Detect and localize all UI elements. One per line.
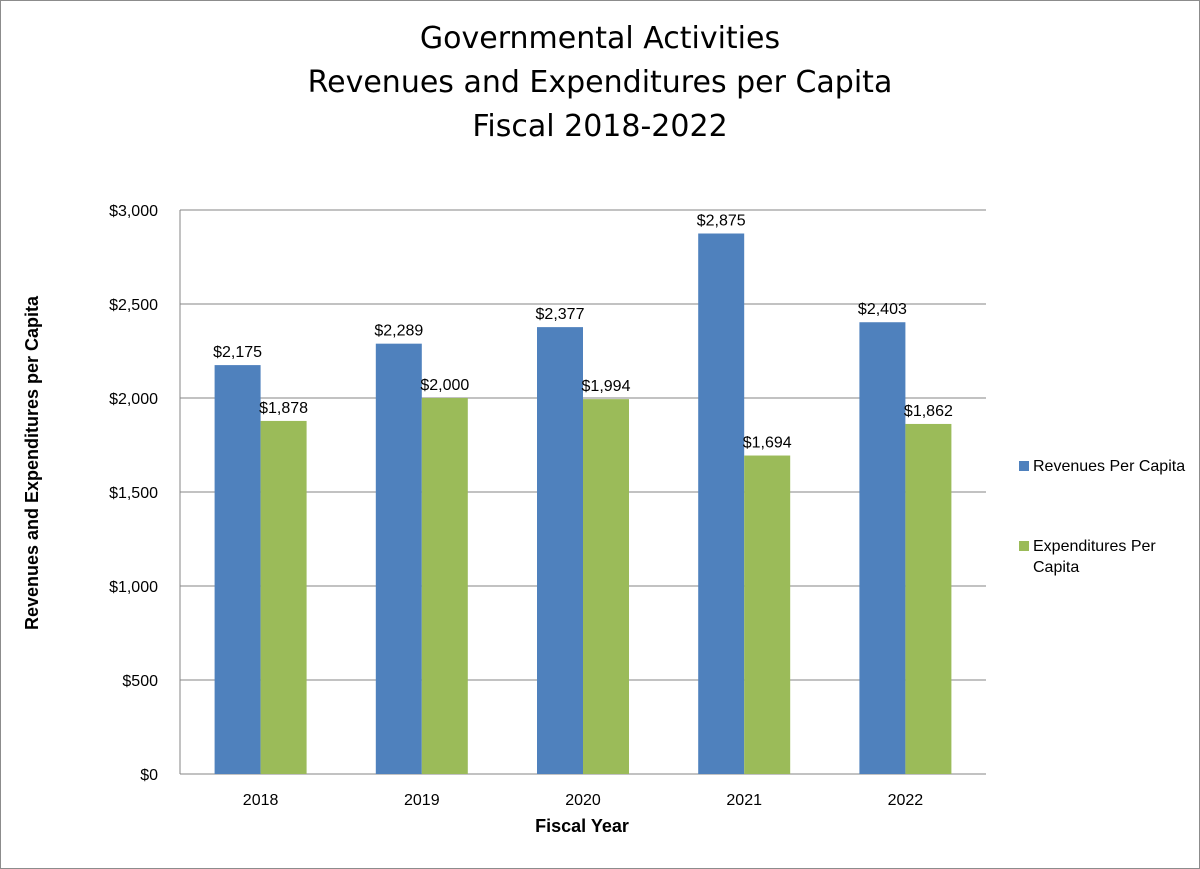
x-tick-label: 2020: [565, 792, 601, 809]
y-axis-ticks: $0 $500 $1,000 $1,500 $2,000 $2,500 $3,000: [109, 203, 158, 784]
y-tick-label: $500: [122, 673, 158, 690]
bar-revenues-2020: [537, 327, 583, 774]
y-tick-label: $2,500: [109, 297, 158, 314]
y-tick-label: $0: [140, 767, 158, 784]
y-tick-label: $1,500: [109, 485, 158, 502]
y-axis-title: Revenues and Expenditures per Capita: [22, 295, 42, 630]
data-label: $2,289: [374, 323, 423, 340]
legend-label: Revenues Per Capita: [1033, 458, 1185, 475]
bar-expenditures-2020: [583, 399, 629, 774]
chart-title: Governmental Activities Revenues and Expe…: [308, 21, 893, 144]
x-tick-label: 2021: [726, 792, 762, 809]
bar-expenditures-2019: [421, 398, 468, 774]
y-tick-label: $2,000: [109, 391, 158, 408]
data-label: $1,862: [904, 403, 953, 420]
legend: Revenues Per Capita Expenditures Per Capit…: [1019, 458, 1185, 576]
y-tick-label: $3,000: [109, 203, 158, 220]
data-labels: $2,175 $1,878 $2,289 $2,000 $2,377 $1,994 $2,8…: [213, 213, 953, 452]
data-label: $2,000: [420, 377, 469, 394]
chart-title-line: Revenues and Expenditures per Capita: [308, 65, 893, 100]
bar-expenditures-2018: [260, 420, 307, 774]
data-label: $2,403: [858, 301, 907, 318]
x-axis-title: Fiscal Year: [535, 816, 629, 836]
bar-revenues-2019: [375, 343, 422, 774]
legend-swatch: [1019, 461, 1029, 471]
x-tick-label: 2019: [404, 792, 440, 809]
bar-revenues-2018: [214, 365, 261, 774]
data-label: $2,875: [697, 213, 746, 230]
data-label: $1,694: [743, 435, 792, 452]
data-label: $2,175: [213, 344, 262, 361]
data-label: $1,878: [259, 400, 308, 417]
x-tick-label: 2018: [243, 792, 279, 809]
x-axis-ticks: 2018 2019 2020 2021 2022: [243, 792, 923, 809]
chart-title-line: Fiscal 2018-2022: [472, 109, 727, 144]
bar-revenues-2021: [698, 233, 745, 774]
bar-revenues-2022: [859, 322, 906, 774]
legend-label: Expenditures Per Capita: [1033, 538, 1156, 576]
x-tick-label: 2022: [888, 792, 924, 809]
bars: [214, 233, 952, 774]
legend-swatch: [1019, 541, 1029, 551]
data-label: $2,377: [536, 306, 585, 323]
bar-expenditures-2022: [905, 423, 952, 774]
y-tick-label: $1,000: [109, 579, 158, 596]
data-label: $1,994: [582, 378, 631, 395]
bar-expenditures-2021: [744, 455, 791, 774]
chart-title-line: Governmental Activities: [420, 21, 780, 56]
